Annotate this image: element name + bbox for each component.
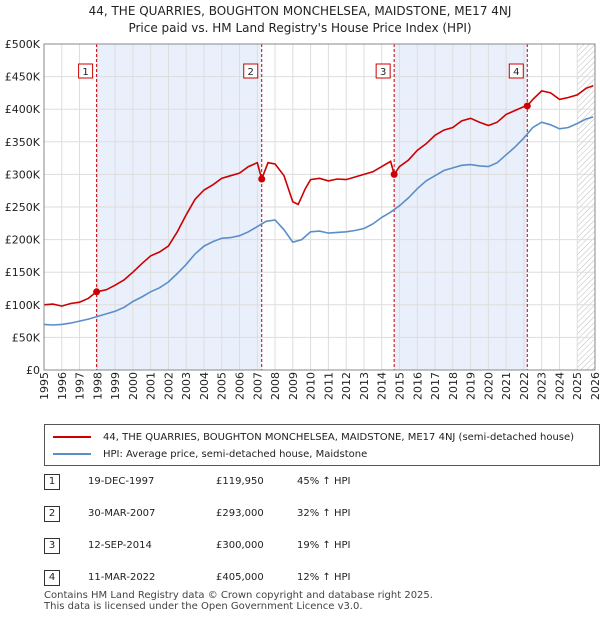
x-tick-label: 1996: [56, 372, 69, 400]
hpi-line: [43, 116, 594, 326]
sale-row: 1 19-DEC-1997 £119,950 45% ↑ HPI: [44, 474, 444, 494]
sale-marker-box: [375, 63, 391, 79]
sale-marker-label: 1: [78, 63, 94, 79]
legend-swatch-property: [53, 436, 91, 438]
x-tick-label: 2000: [127, 372, 140, 400]
x-tick-label: 2016: [411, 372, 424, 400]
y-tick-label: £50K: [12, 331, 41, 344]
y-tick-label: £350K: [5, 136, 41, 149]
sale-price: £119,950: [216, 476, 264, 487]
legend-label-property: 44, THE QUARRIES, BOUGHTON MONCHELSEA, M…: [103, 431, 575, 443]
plot-frame: [43, 43, 596, 371]
x-tick-label: 2014: [376, 372, 389, 400]
sale-date: 30-MAR-2007: [88, 508, 156, 519]
legend-item-property: 44, THE QUARRIES, BOUGHTON MONCHELSEA, M…: [53, 429, 574, 445]
y-tick-label: £300K: [5, 168, 41, 181]
x-tick-label: 2021: [500, 372, 513, 400]
sale-row: 3 12-SEP-2014 £300,000 19% ↑ HPI: [44, 538, 444, 558]
sale-point: [390, 170, 398, 178]
price-chart: 1 2 3 4 £0 £50K £100K £150K £200K £250K £300K £350K…: [5, 38, 600, 400]
x-tick-label: 2020: [482, 372, 495, 400]
sale-number: 3: [44, 538, 60, 554]
sale-marker-number: 4: [513, 67, 519, 78]
x-tick-label: 2009: [287, 372, 300, 400]
sale-marker-label: 2: [243, 63, 259, 79]
x-tick-label: 1999: [109, 372, 122, 400]
x-tick-label: 2002: [162, 372, 175, 400]
x-tick-label: 2024: [553, 372, 566, 400]
x-tick-label: 2018: [447, 372, 460, 400]
x-tick-label: 1998: [91, 372, 104, 400]
x-tick-label: 2010: [305, 372, 318, 400]
legend-swatch-hpi: [53, 453, 91, 455]
x-tick-label: 2004: [198, 372, 211, 400]
x-tick-label: 1997: [74, 372, 87, 400]
x-tick-label: 2026: [589, 372, 600, 400]
sale-point: [258, 175, 266, 183]
sale-number: 1: [44, 474, 60, 490]
y-tick-label: £500K: [5, 38, 41, 51]
x-tick-label: 2013: [358, 372, 371, 400]
x-tick-label: 2006: [234, 372, 247, 400]
x-tick-label: 2005: [216, 372, 229, 400]
sale-date: 11-MAR-2022: [88, 572, 156, 583]
sale-row: 2 30-MAR-2007 £293,000 32% ↑ HPI: [44, 506, 444, 526]
chart-title: 44, THE QUARRIES, BOUGHTON MONCHELSEA, M…: [88, 4, 512, 18]
x-tick-label: 2001: [145, 372, 158, 400]
y-tick-label: £150K: [5, 266, 41, 279]
sale-marker-box: [78, 63, 94, 79]
property-price-line: [43, 84, 594, 307]
sale-marker-label: 4: [508, 63, 524, 79]
sale-hpi-change: 45% ↑ HPI: [297, 476, 351, 487]
sale-number: 4: [44, 570, 60, 586]
sale-marker-label: 3: [375, 63, 391, 79]
sale-hpi-change: 19% ↑ HPI: [297, 540, 351, 551]
y-tick-label: £0: [26, 364, 40, 377]
x-tick-label: 2003: [180, 372, 193, 400]
footer: Contains HM Land Registry data © Crown c…: [44, 590, 433, 612]
x-tick-label: 1995: [38, 372, 51, 400]
x-tick-label: 2023: [536, 372, 549, 400]
sale-marker-number: 1: [82, 67, 88, 78]
footer-copyright: Contains HM Land Registry data © Crown c…: [44, 590, 433, 601]
sale-marker-box: [243, 63, 259, 79]
sale-hpi-change: 12% ↑ HPI: [297, 572, 351, 583]
sale-point: [93, 288, 101, 296]
sale-date: 12-SEP-2014: [88, 540, 152, 551]
x-tick-label: 2015: [393, 372, 406, 400]
x-tick-label: 2019: [465, 372, 478, 400]
sale-price: £293,000: [216, 508, 264, 519]
sale-number: 2: [44, 506, 60, 522]
x-tick-label: 2012: [340, 372, 353, 400]
x-tick-label: 2011: [322, 372, 335, 400]
y-tick-label: £450K: [5, 71, 41, 84]
x-tick-label: 2025: [571, 372, 584, 400]
footer-licence: This data is licensed under the Open Gov…: [44, 601, 363, 612]
legend-item-hpi: HPI: Average price, semi-detached house,…: [53, 446, 367, 462]
sale-marker-box: [508, 63, 524, 79]
legend-label-hpi: HPI: Average price, semi-detached house,…: [103, 448, 368, 460]
sale-price: £405,000: [216, 572, 264, 583]
legend: 44, THE QUARRIES, BOUGHTON MONCHELSEA, M…: [44, 424, 600, 466]
y-tick-label: £100K: [5, 299, 41, 312]
y-tick-label: £200K: [5, 234, 41, 247]
sale-marker-number: 3: [380, 67, 386, 78]
x-tick-label: 2022: [518, 372, 531, 400]
x-tick-label: 2007: [251, 372, 264, 400]
sale-hpi-change: 32% ↑ HPI: [297, 508, 351, 519]
sale-marker-number: 2: [248, 67, 254, 78]
x-tick-label: 2008: [269, 372, 282, 400]
y-tick-label: £400K: [5, 103, 41, 116]
sale-price: £300,000: [216, 540, 264, 551]
chart-subtitle: Price paid vs. HM Land Registry's House …: [128, 21, 472, 35]
sale-point: [523, 102, 531, 110]
sale-row: 4 11-MAR-2022 £405,000 12% ↑ HPI: [44, 570, 444, 590]
x-tick-label: 2017: [429, 372, 442, 400]
y-tick-label: £250K: [5, 201, 41, 214]
sale-date: 19-DEC-1997: [88, 476, 155, 487]
